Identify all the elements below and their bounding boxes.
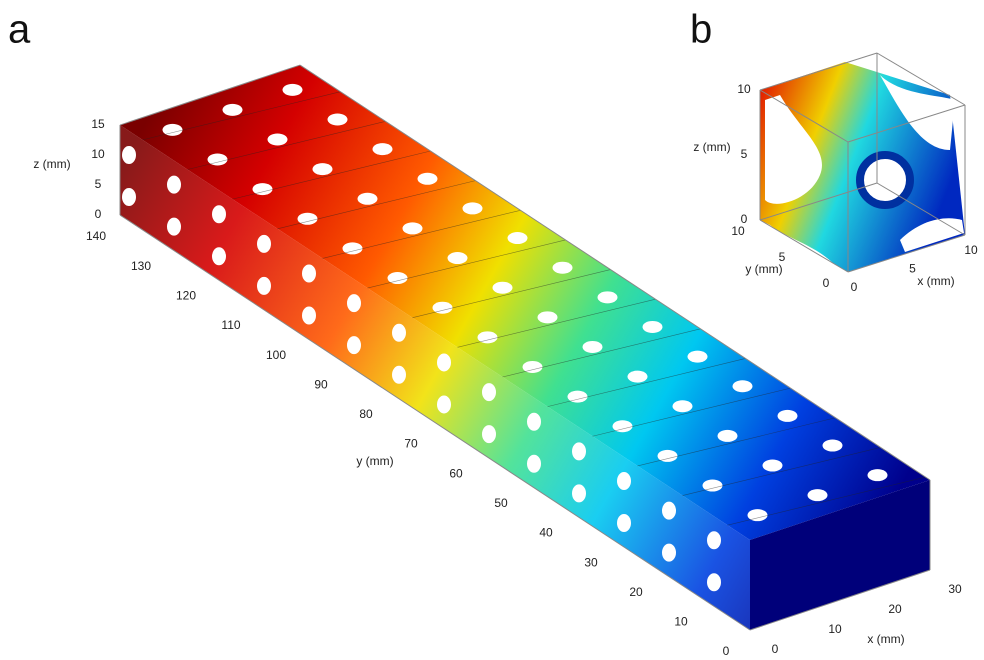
hole — [257, 277, 271, 295]
y-tick-label: 80 — [359, 407, 373, 421]
axis-label: y (mm) — [356, 454, 393, 468]
hole — [392, 324, 406, 342]
hole — [527, 413, 541, 431]
hole — [448, 252, 468, 264]
hole — [347, 336, 361, 354]
hole — [868, 469, 888, 481]
x-tick-label: 20 — [888, 602, 902, 616]
hole — [212, 247, 226, 265]
hole — [673, 400, 693, 412]
y-tick-label: 0 — [723, 644, 730, 658]
hole — [583, 341, 603, 353]
hole — [527, 455, 541, 473]
hole — [212, 205, 226, 223]
hole — [662, 502, 676, 520]
axis-label: x (mm) — [917, 274, 954, 288]
hole — [167, 218, 181, 236]
panel-label: b — [690, 8, 712, 52]
hole — [437, 395, 451, 413]
hole — [572, 484, 586, 502]
hole — [302, 265, 316, 283]
hole — [538, 311, 558, 323]
hole — [392, 366, 406, 384]
hole — [662, 544, 676, 562]
y-tick-label: 30 — [584, 555, 598, 569]
figure: a b 051015010203040506070809010011012013… — [0, 0, 984, 660]
hole — [707, 531, 721, 549]
axis-label: y (mm) — [745, 262, 782, 276]
hole — [358, 193, 378, 205]
y-tick-label: 70 — [404, 437, 418, 451]
y-tick-label: 20 — [629, 585, 643, 599]
axis-label: z (mm) — [33, 157, 70, 171]
hole — [778, 410, 798, 422]
x-tick-label: 5 — [909, 262, 916, 276]
z-tick-label: 10 — [91, 147, 105, 161]
hole — [707, 573, 721, 591]
hole — [617, 472, 631, 490]
hole — [718, 430, 738, 442]
y-tick-label: 140 — [86, 229, 106, 243]
y-tick-label: 110 — [221, 318, 240, 332]
y-tick-label: 50 — [494, 496, 508, 510]
hole — [763, 460, 783, 472]
hole — [328, 114, 348, 126]
y-tick-label: 40 — [539, 526, 553, 540]
hole — [733, 380, 753, 392]
hole — [302, 307, 316, 325]
hole — [688, 351, 708, 363]
hole — [122, 146, 136, 164]
hole — [482, 425, 496, 443]
y-tick-label: 10 — [674, 615, 688, 629]
z-tick-label: 5 — [741, 147, 748, 161]
hole — [223, 104, 243, 116]
y-tick-label: 60 — [449, 466, 463, 480]
z-tick-label: 0 — [95, 207, 102, 221]
y-tick-label: 0 — [823, 276, 830, 290]
y-tick-label: 10 — [731, 224, 745, 238]
x-tick-label: 10 — [964, 243, 978, 257]
x-tick-label: 0 — [851, 280, 858, 294]
hole — [808, 489, 828, 501]
hole — [463, 202, 483, 214]
hole — [283, 84, 303, 96]
hole — [257, 235, 271, 253]
gyroid-b — [760, 53, 965, 272]
hole — [313, 163, 333, 175]
hole — [572, 442, 586, 460]
x-tick-label: 0 — [772, 642, 779, 656]
y-tick-label: 90 — [314, 377, 328, 391]
hole — [122, 188, 136, 206]
hole — [373, 143, 393, 155]
y-tick-label: 120 — [176, 288, 196, 302]
axis-label: x (mm) — [867, 632, 904, 646]
panel-label: a — [8, 8, 31, 52]
axis-label: z (mm) — [693, 140, 730, 154]
hole — [628, 371, 648, 383]
x-tick-label: 30 — [948, 582, 962, 596]
x-tick-label: 10 — [828, 622, 842, 636]
hole — [418, 173, 438, 185]
hole — [268, 134, 288, 146]
hole — [347, 294, 361, 312]
hole — [493, 282, 513, 294]
hole — [508, 232, 528, 244]
hole — [403, 222, 423, 234]
z-tick-label: 15 — [91, 117, 105, 131]
hole — [598, 291, 618, 303]
z-tick-label: 10 — [737, 82, 751, 96]
hole — [167, 176, 181, 194]
hole — [823, 440, 843, 452]
z-tick-label: 5 — [95, 177, 102, 191]
hole — [553, 262, 573, 274]
hole — [617, 514, 631, 532]
hole — [643, 321, 663, 333]
hole — [437, 353, 451, 371]
hole — [482, 383, 496, 401]
y-tick-label: 100 — [266, 348, 286, 362]
y-tick-label: 130 — [131, 259, 151, 273]
